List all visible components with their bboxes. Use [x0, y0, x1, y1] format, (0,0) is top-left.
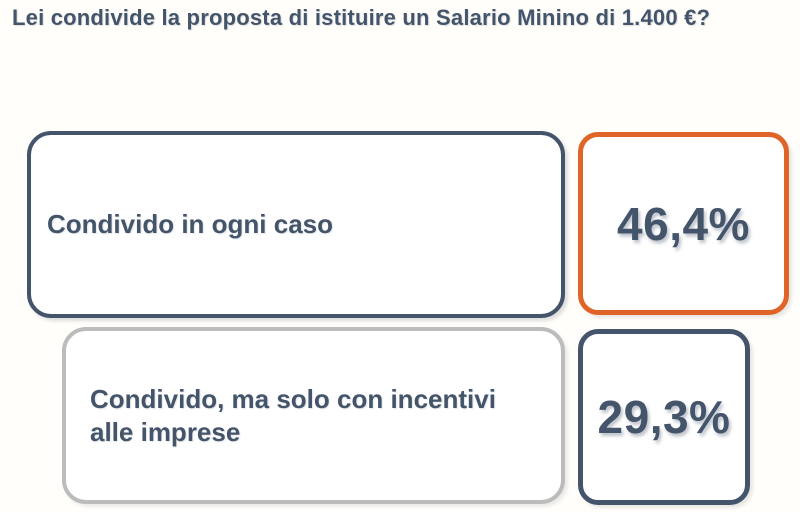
value-label: 46,4% [617, 197, 750, 250]
page-title: Lei condivide la proposta di istituire u… [12, 5, 711, 30]
answer-label-line-1: Condivido, ma solo con incentivi [90, 384, 496, 414]
value-box-highlighted: 46,4% [578, 132, 789, 315]
answer-label: Condivido, ma solo con incentivi alle im… [90, 383, 496, 448]
value-box: 29,3% [578, 329, 750, 505]
answer-label-line-2: alle imprese [90, 416, 241, 447]
answer-label: Condivido in ogni caso [47, 209, 333, 240]
answer-box-condivido-con-incentivi: Condivido, ma solo con incentivi alle im… [62, 327, 565, 504]
value-label: 29,3% [597, 391, 731, 443]
answer-box-condivido-in-ogni-caso: Condivido in ogni caso [27, 131, 565, 318]
